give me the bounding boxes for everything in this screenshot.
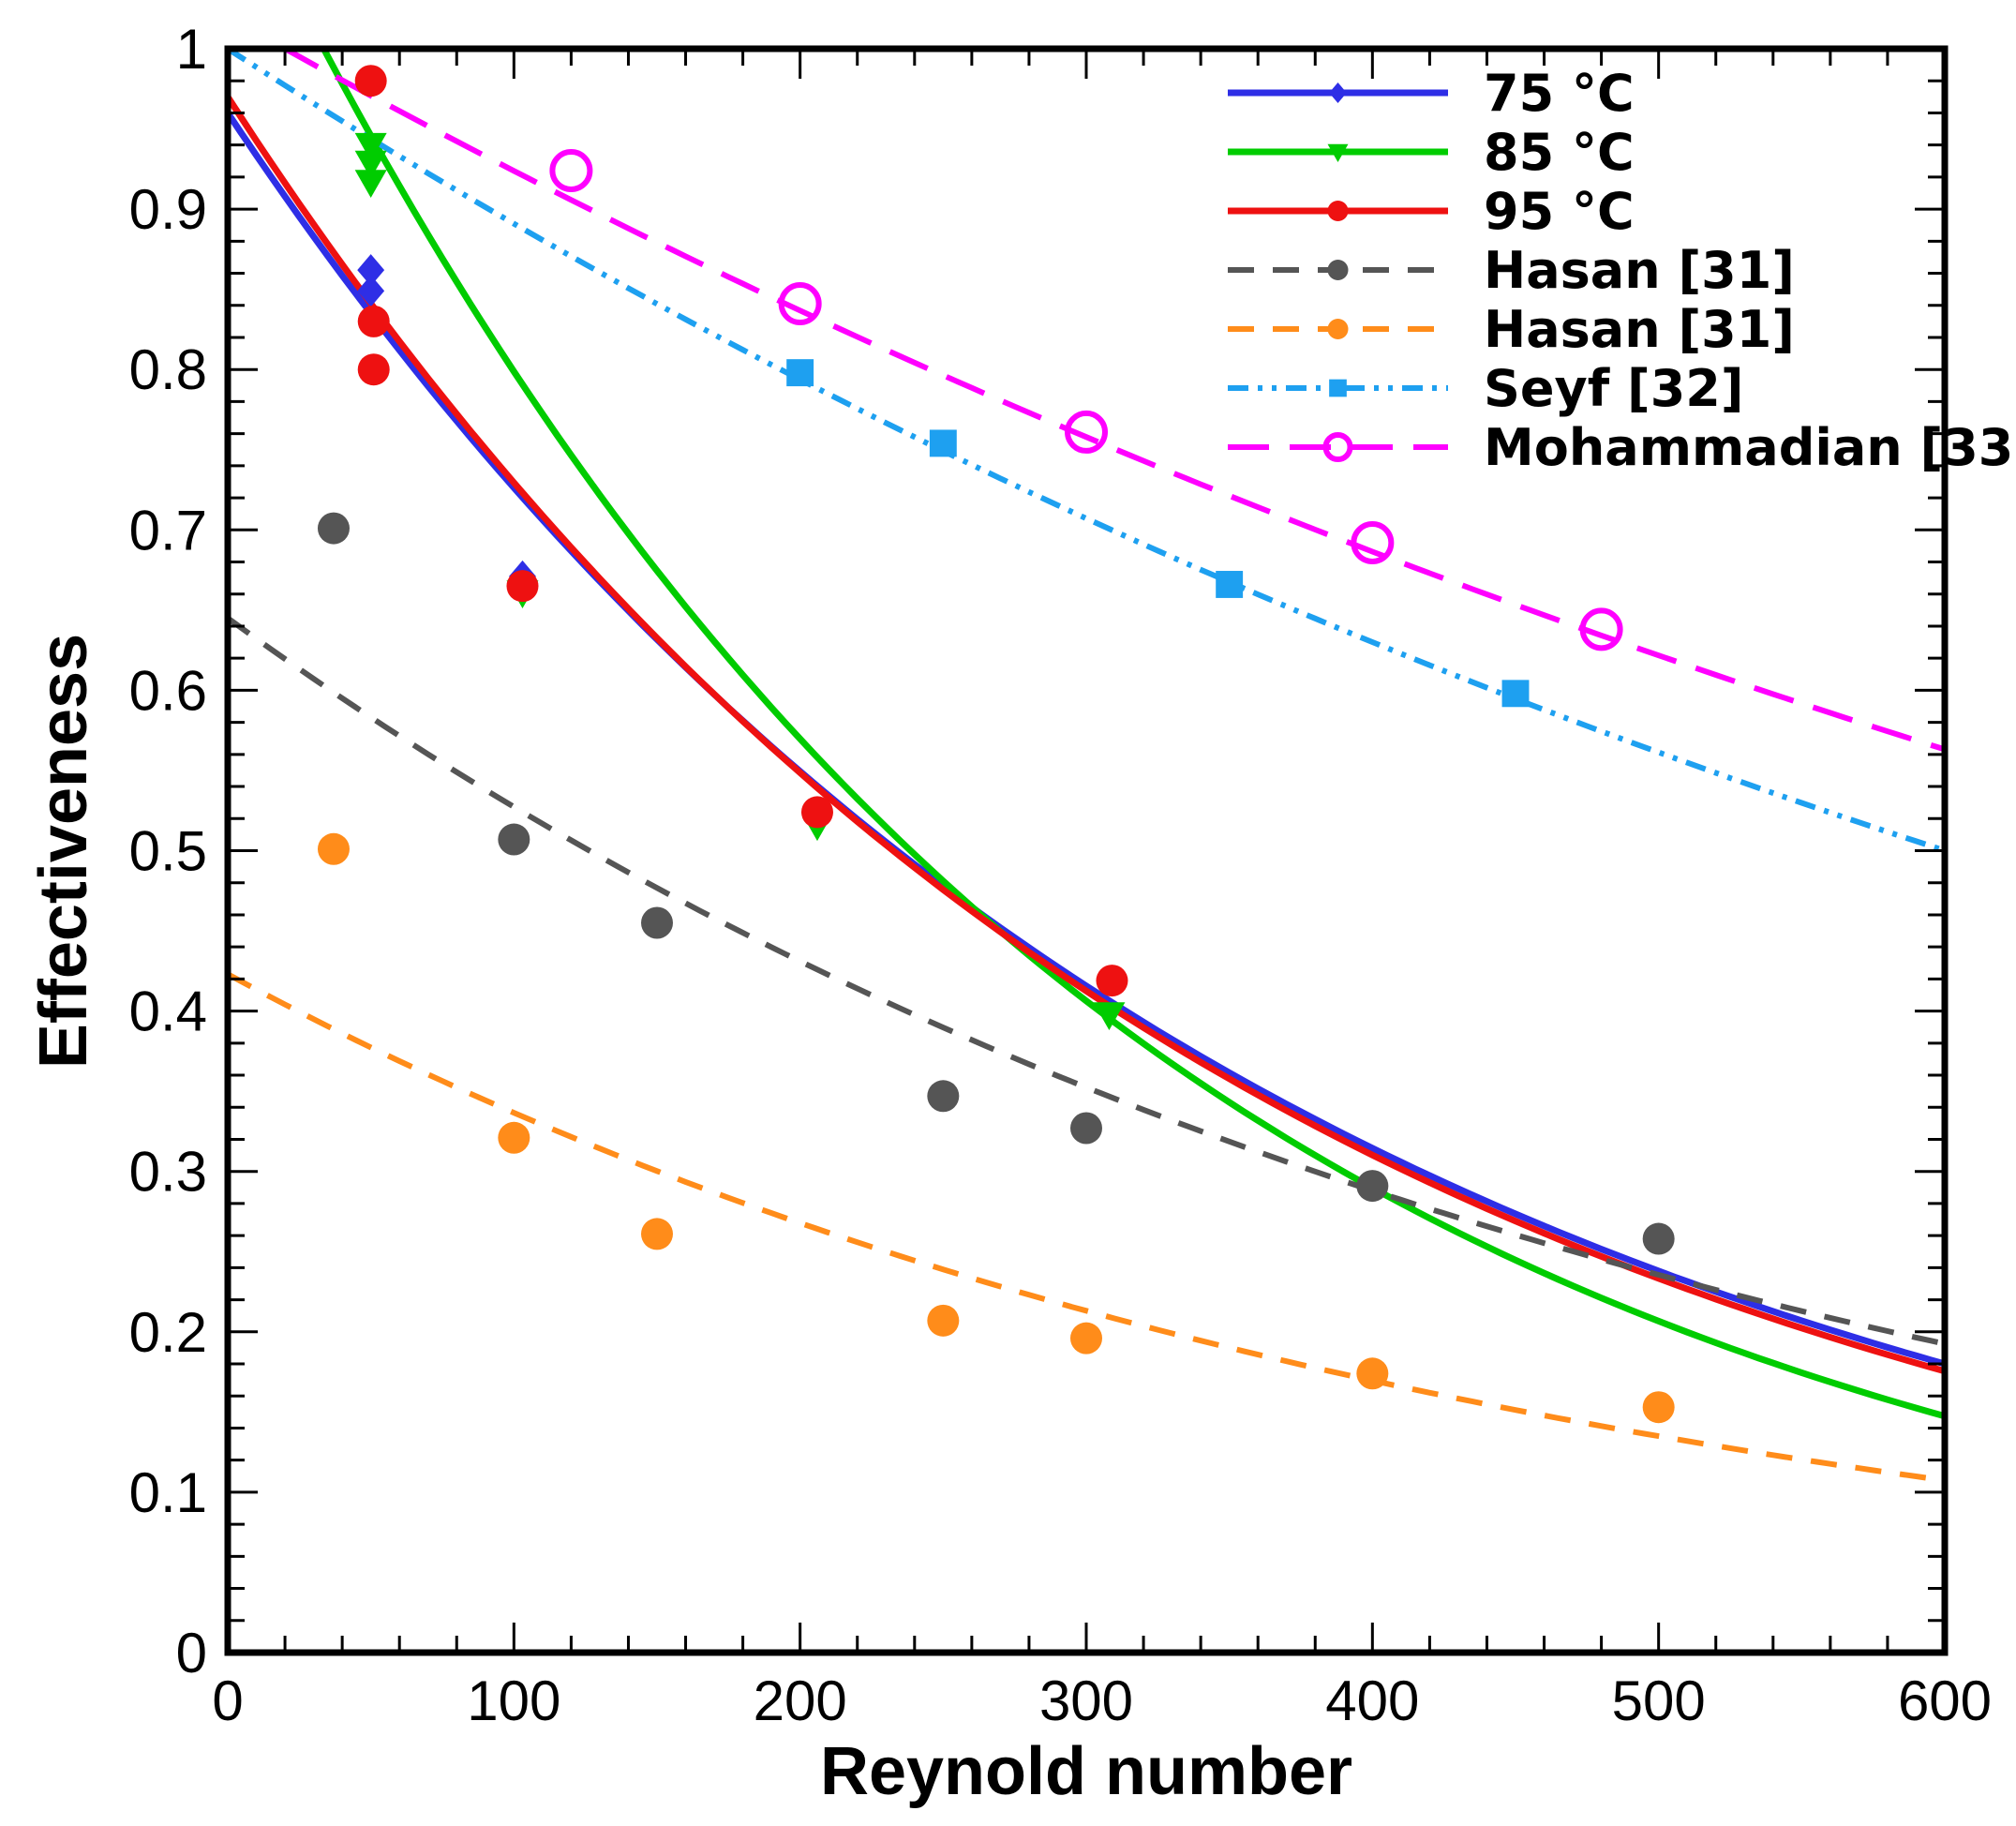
x-tick-label: 600 xyxy=(1898,1669,1992,1732)
legend-label-6: Mohammadian [33] xyxy=(1484,418,2016,477)
axis-ticks xyxy=(226,47,1947,1654)
data-point-series-3-4 xyxy=(1070,1112,1102,1145)
tick-labels: 0 100 200 300 400 500 600 0 0.1 0.2 0.3 0.4 0.5 0.6 0.… xyxy=(129,18,1992,1732)
data-point-series-4-4 xyxy=(1070,1322,1102,1355)
data-point-series-2-2 xyxy=(357,353,390,386)
y-tick-label: 0.4 xyxy=(129,980,207,1043)
x-tick-label: 0 xyxy=(212,1669,243,1732)
fit-line-series-0 xyxy=(228,111,1945,1368)
legend-marker-5 xyxy=(1329,379,1347,397)
data-point-series-2-1 xyxy=(357,305,390,337)
data-point-series-3-5 xyxy=(1356,1170,1389,1203)
legend-marker-1 xyxy=(1327,143,1349,162)
data-point-series-5-0 xyxy=(786,359,814,387)
data-point-series-4-6 xyxy=(1642,1391,1675,1424)
data-markers xyxy=(317,65,1675,1424)
data-point-series-6-4 xyxy=(1579,607,1623,651)
y-tick-label: 0.6 xyxy=(129,659,207,722)
fit-line-series-4 xyxy=(228,971,1945,1484)
legend-label-2: 95 °C xyxy=(1484,182,1635,241)
data-point-series-4-0 xyxy=(317,832,350,865)
fit-curves xyxy=(228,49,1945,1484)
data-point-series-1-5 xyxy=(1093,1002,1126,1031)
data-point-series-0-1 xyxy=(357,275,385,307)
y-tick-label: 1 xyxy=(176,18,207,81)
legend-label-0: 75 °C xyxy=(1484,64,1635,123)
legend-label-4: Hasan [31] xyxy=(1484,300,1795,359)
data-point-series-2-0 xyxy=(354,65,387,97)
x-tick-label: 100 xyxy=(467,1669,560,1732)
data-point-series-2-4 xyxy=(800,796,833,829)
fit-line-series-3 xyxy=(228,615,1945,1347)
legend-marker-3 xyxy=(1327,260,1349,280)
fit-line-series-1 xyxy=(320,49,1945,1420)
y-tick-label: 0.7 xyxy=(129,499,207,561)
data-point-series-1-0 xyxy=(354,132,387,161)
data-point-series-3-6 xyxy=(1642,1222,1675,1255)
y-tick-label: 0.1 xyxy=(129,1461,207,1524)
data-point-series-3-2 xyxy=(641,906,673,939)
fit-line-series-2 xyxy=(228,95,1945,1375)
legend-label-3: Hasan [31] xyxy=(1484,241,1795,300)
x-tick-label: 300 xyxy=(1039,1669,1133,1732)
data-point-series-6-2 xyxy=(1065,410,1108,454)
data-point-series-4-3 xyxy=(927,1304,960,1337)
data-point-series-5-1 xyxy=(929,429,957,457)
y-axis-title: Effectiveness xyxy=(26,634,101,1069)
data-point-series-6-3 xyxy=(1351,520,1395,564)
fit-line-series-5 xyxy=(228,49,1945,854)
data-point-series-4-5 xyxy=(1356,1357,1389,1390)
data-point-series-2-5 xyxy=(1096,965,1128,997)
data-point-series-3-1 xyxy=(498,823,530,856)
data-point-series-0-0 xyxy=(357,254,385,287)
x-axis-title: Reynold number xyxy=(820,1734,1352,1809)
data-point-series-4-2 xyxy=(641,1218,673,1250)
legend-label-1: 85 °C xyxy=(1484,123,1635,182)
data-point-series-6-1 xyxy=(778,282,822,326)
x-tick-label: 400 xyxy=(1325,1669,1419,1732)
x-tick-label: 200 xyxy=(754,1669,847,1732)
data-point-series-5-3 xyxy=(1501,680,1530,708)
y-tick-label: 0.5 xyxy=(129,820,207,883)
legend-marker-0 xyxy=(1329,82,1347,103)
data-point-series-4-1 xyxy=(498,1121,530,1154)
data-point-series-2-3 xyxy=(506,570,539,603)
legend-label-5: Seyf [32] xyxy=(1484,359,1744,418)
y-tick-label: 0.3 xyxy=(129,1141,207,1204)
data-point-series-3-3 xyxy=(927,1080,960,1113)
legend-marker-4 xyxy=(1327,319,1349,339)
x-tick-label: 500 xyxy=(1612,1669,1706,1732)
fit-line-series-6 xyxy=(278,49,1945,753)
data-point-series-3-0 xyxy=(317,512,350,545)
y-tick-label: 0.2 xyxy=(129,1301,207,1364)
legend-marker-6 xyxy=(1322,432,1353,462)
y-tick-label: 0.8 xyxy=(129,338,207,401)
y-tick-label: 0.9 xyxy=(129,178,207,241)
legend-marker-2 xyxy=(1327,201,1349,221)
y-tick-label: 0 xyxy=(176,1622,207,1684)
data-point-series-6-0 xyxy=(549,149,593,193)
data-point-series-5-2 xyxy=(1216,571,1244,598)
data-point-series-1-1 xyxy=(354,150,387,179)
data-point-series-1-2 xyxy=(354,170,387,199)
